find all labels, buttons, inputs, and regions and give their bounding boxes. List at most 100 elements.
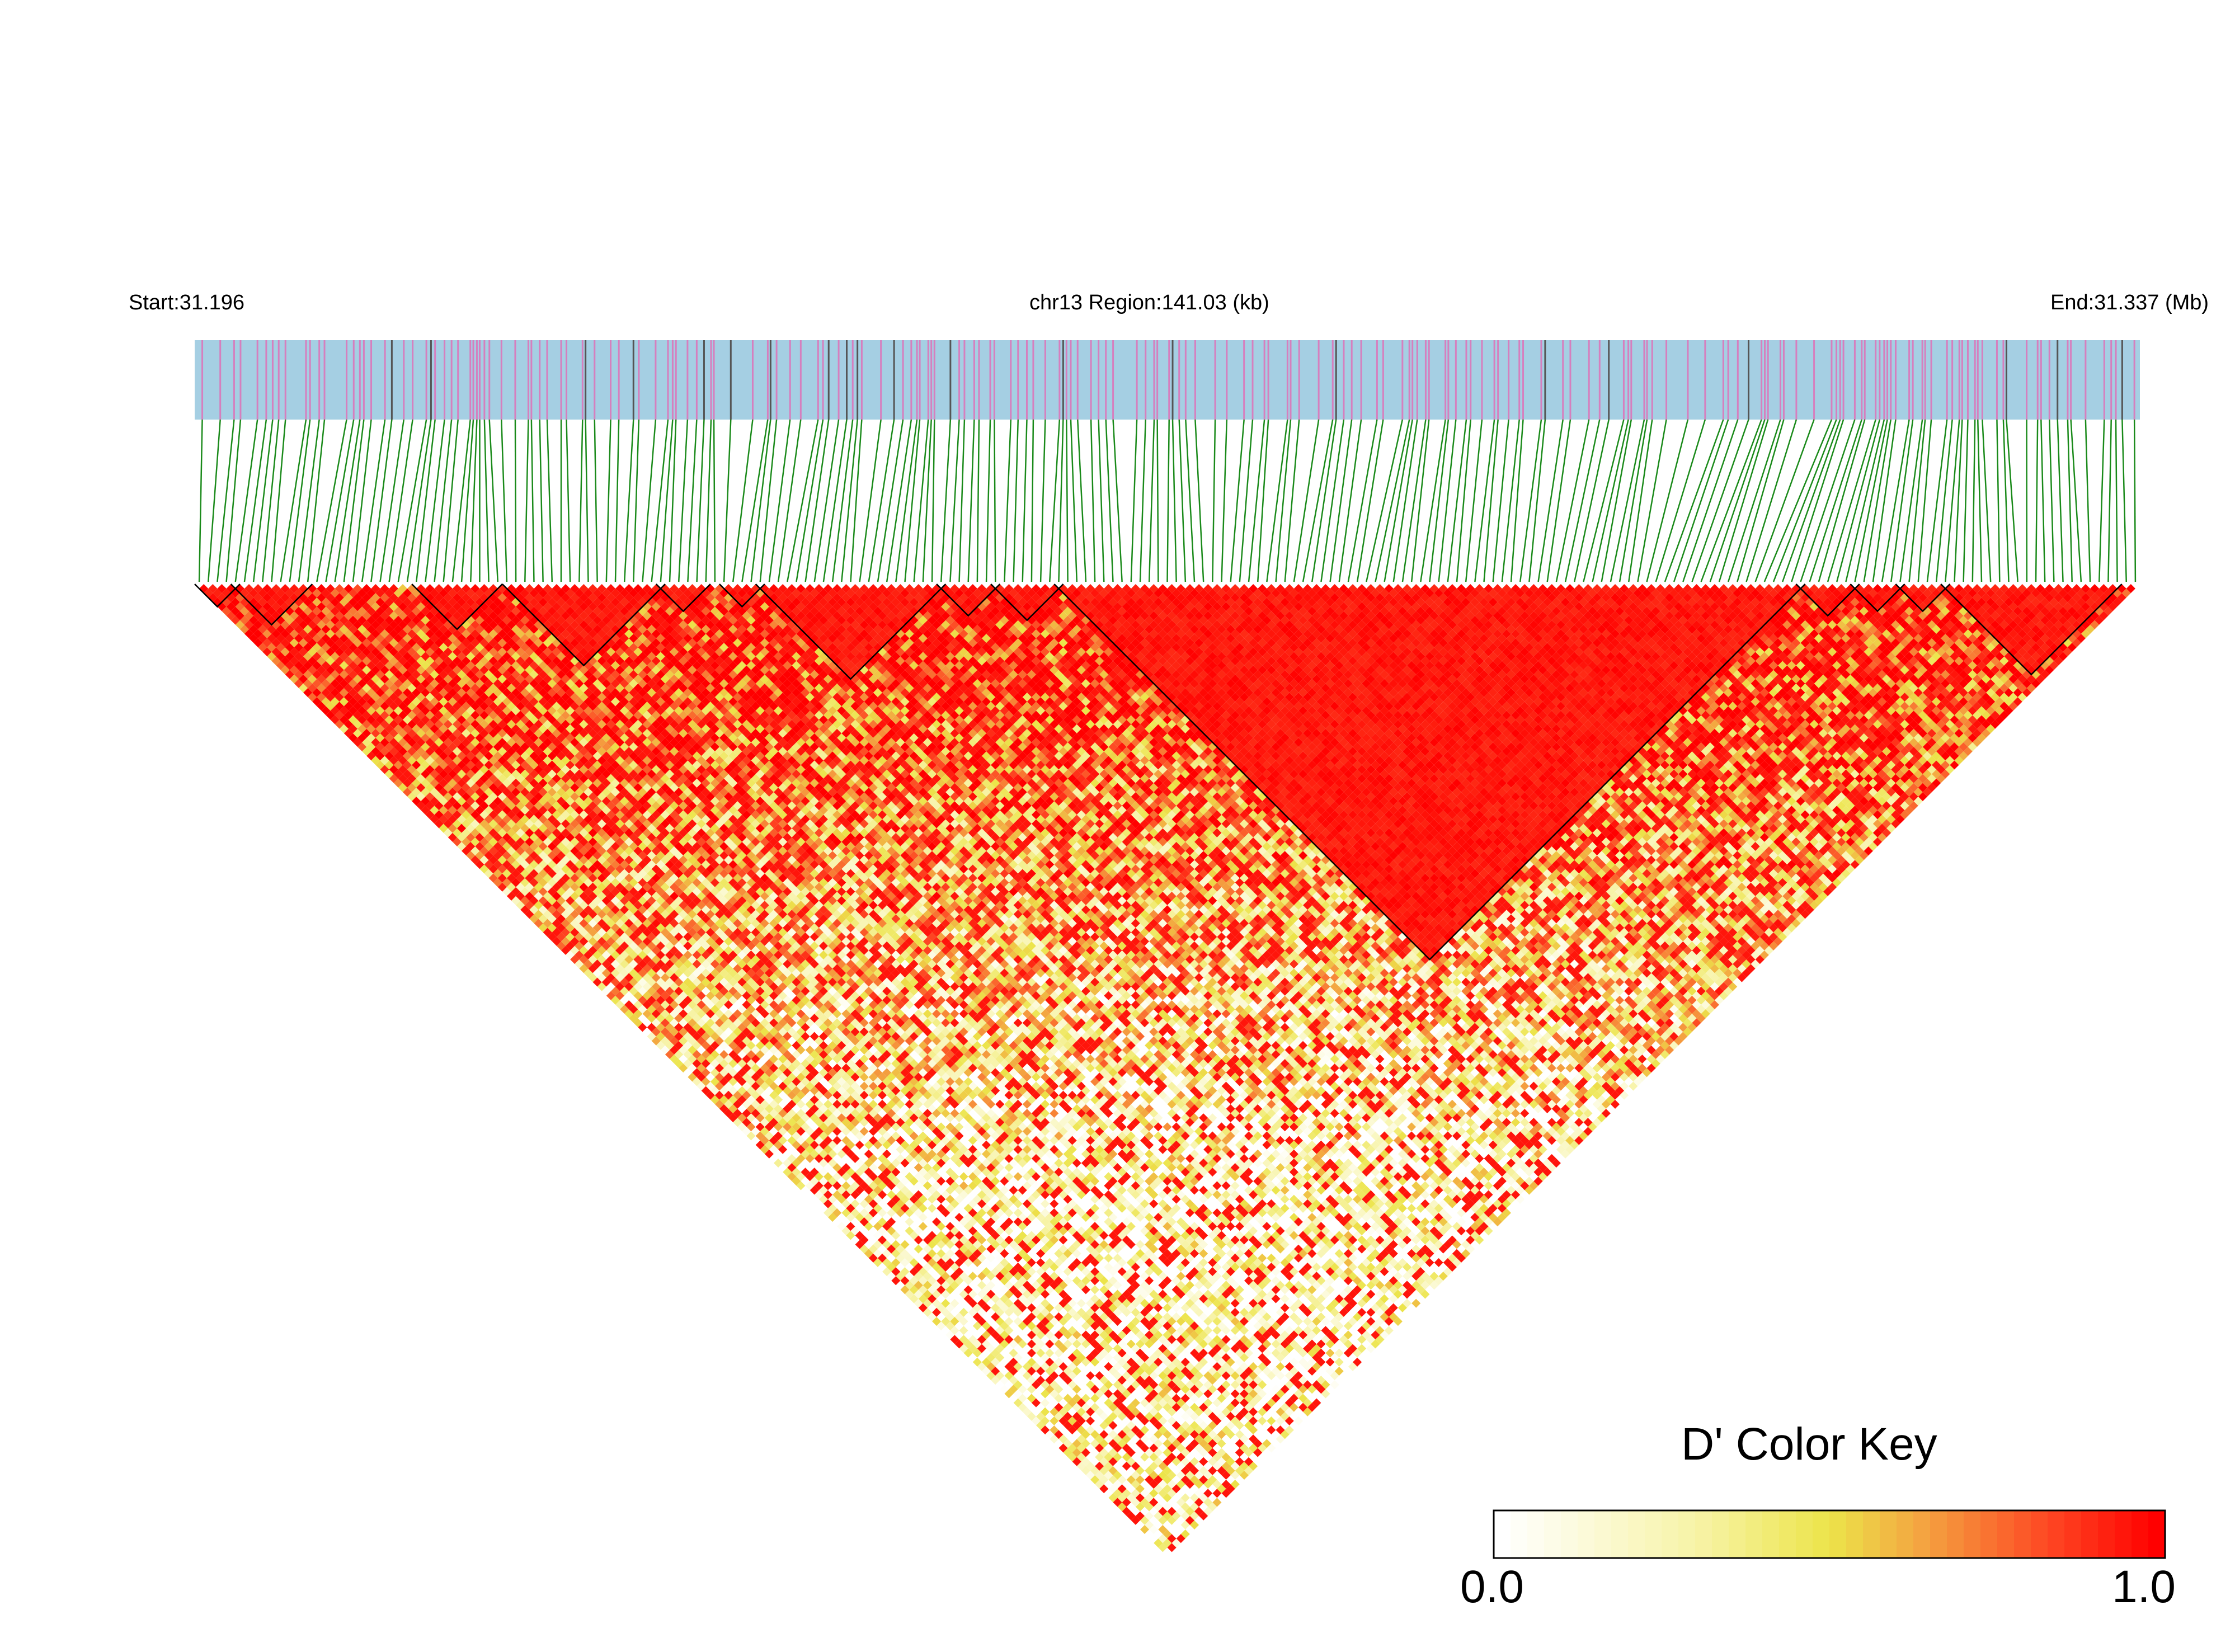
ld-cell [389,756,398,765]
snp-connector [713,419,716,582]
ld-cell [900,1285,910,1295]
ld-cell [674,1041,684,1050]
ld-cell [959,1344,968,1353]
snp-connector [868,419,895,582]
snp-connector [1537,419,1564,582]
snp-connector [1646,419,1689,582]
snp-position-track [195,340,2140,420]
snp-connector [1058,419,1064,582]
ld-cell [267,643,276,652]
ld-cell [963,1330,973,1340]
ld-cell [353,737,363,747]
ld-cell [217,584,227,594]
ld-cell [1018,1385,1027,1394]
ld-cell [375,760,385,770]
ld-cell [312,679,322,688]
snp-connector [1438,419,1457,582]
ld-cell [534,910,543,919]
ld-cell [805,1181,815,1190]
ld-cell [1058,1434,1068,1444]
snp-connector [1618,419,1648,582]
snp-connector [1293,419,1320,582]
ld-cell [488,864,498,874]
snp-connector [940,419,952,582]
ld-cell [1027,1394,1037,1403]
ld-cell [326,702,335,711]
snp-connector [388,419,413,582]
snp-connector [514,419,517,582]
ld-cell [384,760,394,770]
ld-cell [1154,1538,1163,1548]
ld-cell [864,1231,873,1240]
snp-connector [841,419,858,582]
ld-cell [837,1222,846,1231]
snp-connector [1610,419,1645,582]
ld-cell [937,1321,946,1331]
ld-cell [348,724,358,733]
snp-connector [985,419,991,582]
ld-cell [688,1054,697,1064]
ld-cell [375,742,385,752]
snp-connector [2040,419,2046,582]
snp-connector [623,419,634,582]
ld-cell [963,1339,973,1349]
snp-connector [1366,419,1404,582]
ld-cell [733,1108,742,1118]
snp-connector [1212,419,1216,582]
ld-cell [285,661,294,670]
snp-connector [1809,419,1862,582]
snp-connector [1031,419,1034,582]
ld-cell [981,1348,991,1358]
snp-connector [1827,419,1876,582]
ld-cell [389,765,398,774]
ld-cell [475,841,484,851]
ld-cell [1076,1461,1086,1471]
ld-cell [280,665,290,675]
snp-connector [316,419,347,582]
snp-connector [1763,419,1833,582]
ld-cell [335,710,344,720]
ld-cell [430,797,439,806]
ld-cell [448,832,457,842]
snp-connector [1066,419,1069,582]
ld-cell [457,832,467,842]
ld-cell [525,910,534,919]
ld-cell [832,1208,842,1218]
ld-cell [846,1231,855,1240]
ld-cell [1085,1461,1095,1471]
ld-cell [289,665,299,675]
ld-cell [244,611,254,620]
ld-cell [864,1249,873,1258]
ld-cell [787,1172,797,1182]
snp-connector [677,419,689,582]
ld-cell [914,1289,923,1299]
ld-cell [891,1267,901,1277]
ld-cell [253,629,263,639]
snp-connector [741,419,769,582]
ld-cell [362,737,371,747]
ld-cell [520,905,530,915]
ld-cell [724,1090,733,1100]
ld-cell [859,1226,869,1236]
ld-cell [321,706,331,716]
ld-cell [774,1158,783,1168]
ld-cell [945,1321,955,1331]
snp-connector [2098,419,2105,582]
ld-cell [552,919,561,928]
ld-cell [1063,1439,1072,1448]
snp-connector [1546,419,1571,582]
snp-connector [1637,419,1667,582]
ld-cell [1076,1452,1086,1462]
snp-connector [501,419,508,582]
ld-cell [1022,1407,1032,1416]
ld-cell [986,1371,996,1381]
ld-cell [416,792,426,802]
snp-connector [1392,419,1418,582]
ld-cell [199,584,209,594]
snp-connector [2107,419,2112,582]
ld-cell [543,919,552,928]
ld-cell [733,1099,742,1109]
ld-cell [412,778,421,788]
ld-cell [303,679,313,688]
ld-cell [914,1281,923,1290]
